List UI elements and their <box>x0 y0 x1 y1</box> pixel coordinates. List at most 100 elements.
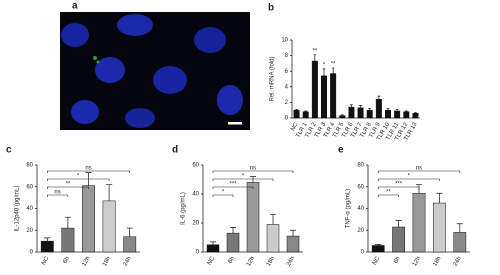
error-bar <box>126 227 133 237</box>
bar <box>293 109 300 119</box>
y-tick-label: 0 <box>285 116 289 122</box>
y-axis-label: Rel. mRNA (fold) <box>270 56 276 101</box>
x-tick-label: NC <box>290 121 300 132</box>
y-tick-label: 20 <box>192 221 199 227</box>
bracket <box>47 194 69 197</box>
x-tick-label: 18h <box>266 256 276 268</box>
x-tick-label: 12h <box>246 256 256 268</box>
x-tick-label: 12h <box>412 256 422 268</box>
bar <box>61 227 75 253</box>
y-tick-label: 20 <box>26 228 33 234</box>
x-tick-label: 6h <box>228 256 237 265</box>
significance: * <box>222 190 225 196</box>
y-tick-label: 60 <box>26 184 33 190</box>
error-bar <box>295 109 298 111</box>
bar <box>82 185 95 253</box>
x-tick-label: 6h <box>393 256 402 265</box>
significance: ** <box>313 48 318 54</box>
y-tick-label: 20 <box>357 228 364 234</box>
panel-label: a <box>72 1 78 12</box>
error-bar <box>106 184 113 201</box>
bar <box>394 110 401 119</box>
y-tick-label: 40 <box>26 206 33 212</box>
x-tick-label: 24h <box>453 256 463 268</box>
x-tick-label: 6h <box>62 256 71 265</box>
y-axis-label: IL-12p40 (pg/mL) <box>15 185 21 231</box>
x-tick-label: 12h <box>81 256 91 268</box>
panel-label: e <box>338 145 344 156</box>
bar <box>266 224 280 253</box>
error-bar <box>414 112 417 114</box>
bar <box>453 232 467 253</box>
bar <box>357 107 364 119</box>
error-bar <box>350 104 353 108</box>
bar <box>206 244 220 253</box>
error-bar <box>395 109 399 111</box>
y-tick-label: 6 <box>285 69 289 75</box>
bracket <box>377 170 461 173</box>
bar <box>226 232 240 253</box>
bracket <box>212 186 254 189</box>
x-tick-label: NC <box>41 255 51 266</box>
bar <box>392 226 405 253</box>
x-tick-label: NC <box>372 255 382 266</box>
y-tick-label: 0 <box>196 250 200 256</box>
error-bar <box>436 192 443 204</box>
bar <box>348 106 355 119</box>
significance: * <box>242 174 245 180</box>
y-tick-label: 2 <box>285 100 289 106</box>
error-bar <box>386 108 390 111</box>
x-tick-label: NC <box>207 255 217 266</box>
significance: ns <box>416 166 422 172</box>
bar <box>286 235 300 253</box>
bracket <box>212 170 294 173</box>
error-bar <box>404 110 408 112</box>
error-bar <box>44 237 51 242</box>
y-tick-label: 80 <box>26 163 33 169</box>
significance: * <box>408 174 411 180</box>
y-tick-label: 40 <box>192 192 199 198</box>
error-bar <box>313 54 317 62</box>
micrograph <box>60 12 250 130</box>
bar <box>246 182 260 253</box>
error-bar <box>290 229 296 237</box>
bracket <box>212 178 274 181</box>
y-axis-label: TNF-α (pg/mL) <box>346 189 352 228</box>
significance: * <box>323 62 326 68</box>
y-axis-label: IL-6 (pg/mL) <box>181 192 187 225</box>
bracket <box>377 178 440 181</box>
error-bar <box>322 68 326 76</box>
error-bar <box>250 176 256 183</box>
y-tick-label: 80 <box>357 163 364 169</box>
error-bar <box>456 223 463 233</box>
x-tick-label: 24h <box>123 256 133 268</box>
error-bar <box>331 67 335 74</box>
y-tick-label: 10 <box>281 38 288 44</box>
bar <box>385 109 391 119</box>
bracket <box>377 186 420 189</box>
panel-label: d <box>172 145 178 156</box>
bar <box>321 75 327 119</box>
significance: * <box>77 174 80 180</box>
error-bar <box>270 213 276 225</box>
y-tick-label: 0 <box>361 250 365 256</box>
significance: ** <box>66 182 71 188</box>
significance: ** <box>386 190 391 196</box>
error-bar <box>395 220 402 227</box>
error-bar <box>304 110 308 112</box>
bar <box>123 236 137 253</box>
significance: ns <box>54 190 60 196</box>
bar <box>330 73 337 119</box>
x-tick-label: 18h <box>102 256 112 268</box>
y-tick-label: 40 <box>357 206 364 212</box>
panel-label: b <box>268 3 274 14</box>
x-tick-label: 24h <box>286 256 296 268</box>
significance: ** <box>331 62 336 68</box>
bar <box>302 111 309 119</box>
bar <box>311 60 318 119</box>
bar <box>375 99 382 119</box>
bracket <box>47 186 89 189</box>
panel-label: c <box>6 145 12 156</box>
bar <box>412 193 426 253</box>
bar <box>339 115 346 119</box>
